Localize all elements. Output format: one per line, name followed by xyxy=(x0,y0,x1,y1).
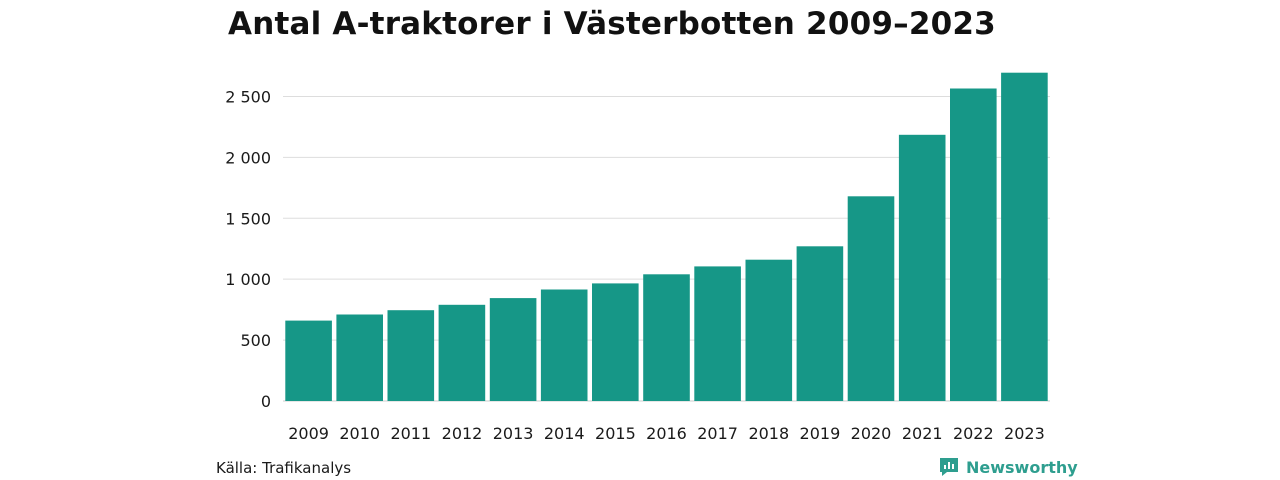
y-tick-label: 0 xyxy=(261,392,271,411)
x-tick-label: 2021 xyxy=(902,424,943,443)
x-tick-label: 2009 xyxy=(288,424,329,443)
chart-title: Antal A-traktorer i Västerbotten 2009–20… xyxy=(228,6,996,42)
x-tick-label: 2014 xyxy=(544,424,585,443)
bar-2010 xyxy=(336,314,383,401)
x-tick-label: 2012 xyxy=(442,424,483,443)
bar-2009 xyxy=(285,320,332,401)
y-axis-labels: 0 500 1 000 1 500 2 000 2 500 xyxy=(225,87,271,411)
x-tick-label: 2013 xyxy=(493,424,534,443)
bar-2021 xyxy=(898,134,946,402)
x-tick-label: 2023 xyxy=(1004,424,1045,443)
y-tick-label: 2 000 xyxy=(225,148,271,167)
x-tick-label: 2010 xyxy=(339,424,380,443)
y-tick-label: 1 000 xyxy=(225,270,271,289)
bar-2023 xyxy=(1001,72,1048,401)
brand-logo: Newsworthy xyxy=(938,456,1078,478)
x-tick-label: 2015 xyxy=(595,424,636,443)
bar-2017 xyxy=(694,266,741,401)
bar-2014 xyxy=(540,289,588,401)
bar-2018 xyxy=(745,259,793,401)
bar-2012 xyxy=(438,304,486,401)
x-axis-labels: 2009 2010 2011 2012 2013 2014 2015 2016 2017 2018… xyxy=(288,424,1045,443)
x-tick-label: 2022 xyxy=(953,424,994,443)
bar-2020 xyxy=(847,196,895,401)
newsworthy-logo-icon xyxy=(940,458,958,476)
bar-2011 xyxy=(387,310,435,401)
bar-2019 xyxy=(796,246,844,401)
bars xyxy=(285,72,1048,402)
source-note: Källa: Trafikanalys xyxy=(216,459,352,477)
brand-name: Newsworthy xyxy=(966,457,1078,477)
bar-2022 xyxy=(950,88,997,401)
y-tick-label: 500 xyxy=(240,331,271,350)
x-tick-label: 2017 xyxy=(697,424,738,443)
bar-2013 xyxy=(489,298,537,401)
y-tick-label: 1 500 xyxy=(225,209,271,228)
bar-2016 xyxy=(643,274,690,401)
x-tick-label: 2020 xyxy=(851,424,892,443)
x-tick-label: 2019 xyxy=(800,424,841,443)
y-tick-label: 2 500 xyxy=(225,87,271,106)
x-tick-label: 2011 xyxy=(390,424,431,443)
x-tick-label: 2016 xyxy=(646,424,687,443)
bar-2015 xyxy=(592,283,639,401)
x-tick-label: 2018 xyxy=(748,424,789,443)
